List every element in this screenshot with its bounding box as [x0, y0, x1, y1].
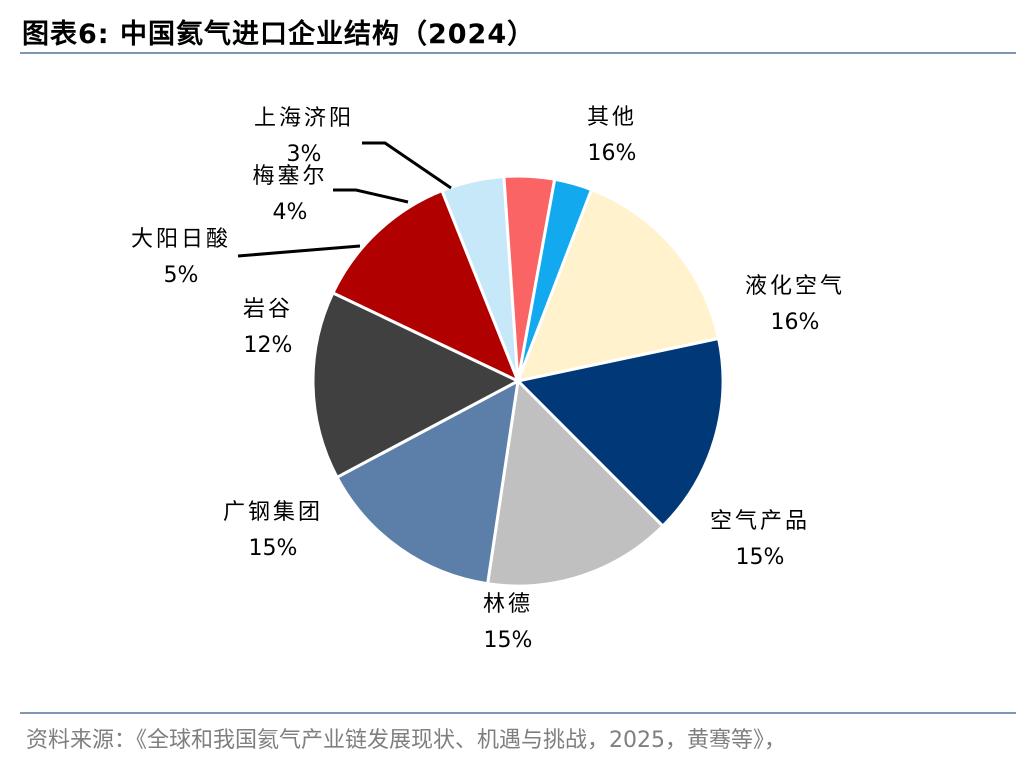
- slice-name-label: 空气产品: [710, 509, 810, 534]
- leader-lines: [237, 141, 452, 258]
- title-divider: [20, 52, 1016, 54]
- slice-percent-label: 12%: [244, 333, 293, 358]
- pie-slice-9: [516, 177, 593, 383]
- leader-line-9: [362, 141, 452, 190]
- slice-name-label: 上海济阳: [254, 106, 354, 131]
- pie-slice-3: [486, 379, 665, 588]
- slice-percent-label: 16%: [771, 310, 820, 335]
- slice-labels: 其他 16% 液化空气 16% 空气产品 15% 林德 15% 广钢集团 15% 岩谷 12% 大阳日酸…: [131, 105, 845, 653]
- slice-percent-label: 5%: [164, 263, 199, 288]
- slice-percent-label: 15%: [484, 628, 533, 653]
- slice-name-label: 广钢集团: [223, 500, 323, 525]
- slice-name-label: 其他: [587, 105, 637, 130]
- source-note: 资料来源：《全球和我国氦气产业链发展现状、机遇与挑战，2025，黄骞等》，: [26, 728, 786, 753]
- slice-name-label: 梅塞尔: [252, 164, 327, 189]
- pie-slice-5: [311, 291, 520, 479]
- slice-name-label: 林德: [483, 592, 533, 617]
- slice-name-label: 液化空气: [745, 274, 845, 299]
- slice-percent-label: 4%: [273, 200, 308, 225]
- pie-slice-1: [516, 188, 721, 383]
- page-title: 图表6: 中国氦气进口企业结构（2024）: [22, 19, 536, 50]
- slice-percent-label: 3%: [287, 142, 322, 167]
- slice-percent-label: 16%: [588, 141, 637, 166]
- pie-slice-6: [331, 189, 520, 383]
- leader-line-7: [237, 244, 361, 258]
- leader-line-8: [333, 188, 409, 204]
- footer-divider: [20, 712, 1016, 714]
- slice-name-label: 大阳日酸: [131, 227, 231, 252]
- slice-name-label: 岩谷: [243, 297, 293, 322]
- pie-slice-4: [335, 379, 520, 586]
- slice-percent-label: 15%: [249, 536, 298, 561]
- pie-slices: [311, 174, 725, 588]
- pie-slice-2: [516, 336, 725, 528]
- slice-percent-label: 15%: [736, 545, 785, 570]
